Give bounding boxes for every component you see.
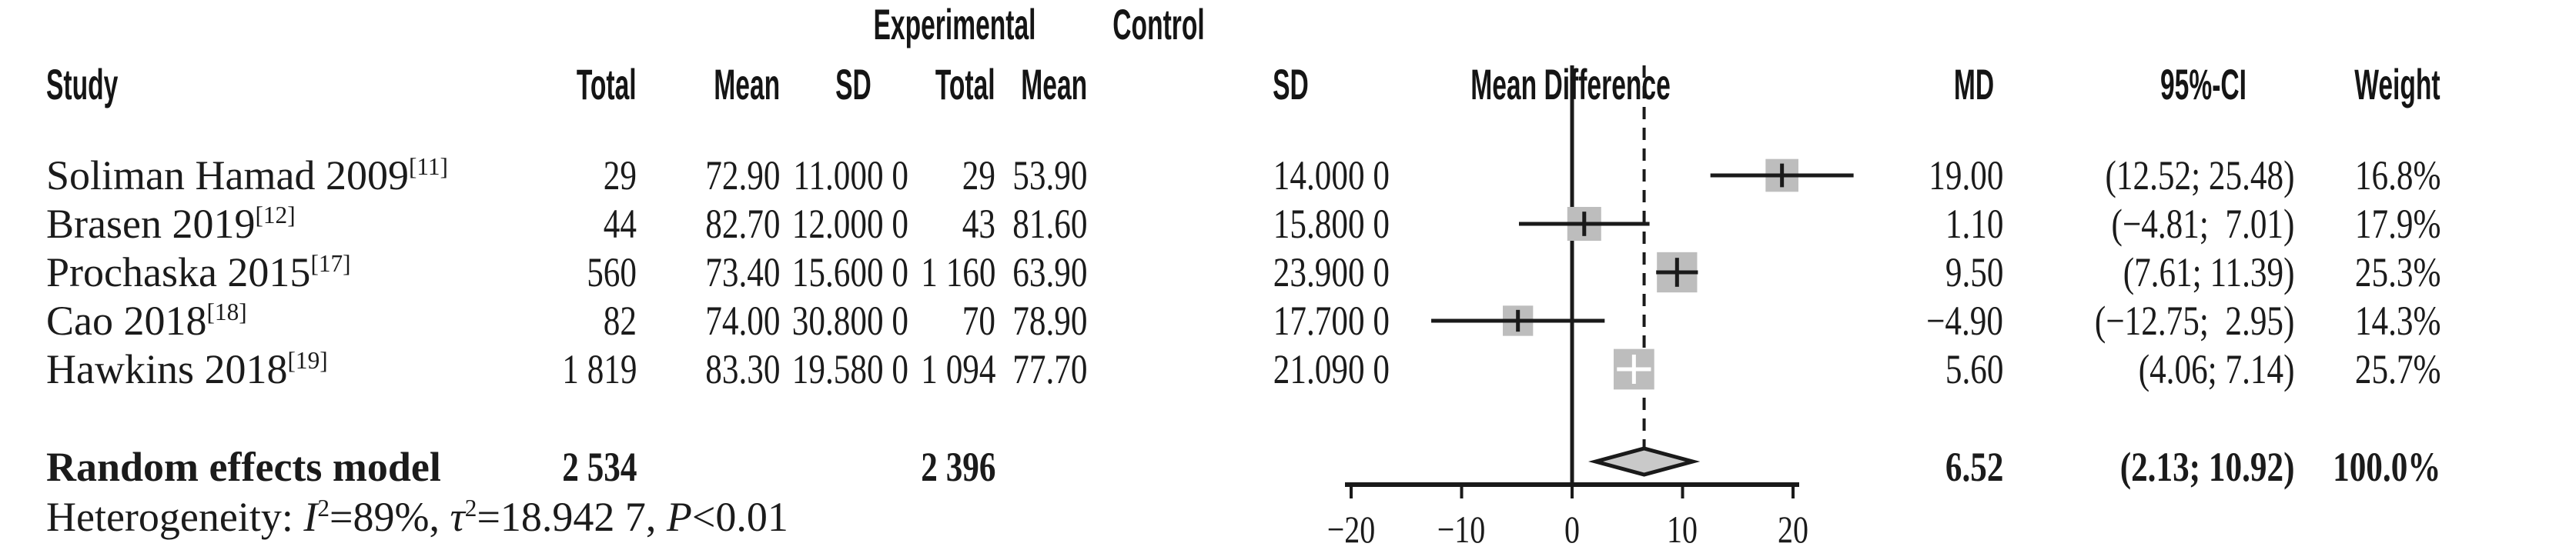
het-tau-sup: 2: [464, 495, 477, 522]
col-header-ctl-sd: SD: [1273, 60, 1309, 108]
exp-total-value: 560: [587, 249, 637, 295]
ctl-mean-value: 78.90: [1012, 298, 1087, 344]
pooled-md: 6.52: [1945, 444, 2003, 490]
ci-value: (−4.81; 7.01): [2111, 201, 2294, 247]
col-header-weight: Weight: [2354, 60, 2441, 108]
study-reference-superscript: [19]: [287, 347, 328, 374]
ctl-total-value: 1 160: [920, 249, 995, 295]
pooled-ctl-total: 2 396: [920, 444, 995, 490]
col-header-md: MD: [1953, 60, 1994, 108]
ctl-sd-value: 15.800 0: [1273, 201, 1390, 247]
study-name: Cao 2018[18]: [46, 298, 247, 344]
exp-mean-value: 73.40: [704, 249, 780, 295]
ctl-total-value: 43: [962, 201, 995, 247]
col-header-ctl-mean: Mean: [1021, 60, 1087, 108]
col-header-mean-difference: Mean Difference: [1470, 60, 1671, 108]
ctl-mean-value: 77.70: [1012, 346, 1087, 392]
ci-value: (7.61; 11.39): [2123, 249, 2294, 295]
ctl-sd-value: 14.000 0: [1273, 152, 1390, 198]
heterogeneity-note: Heterogeneity: I2=89%, τ2=18.942 7, P<0.…: [46, 494, 788, 540]
ci-value: (4.06; 7.14): [2138, 346, 2294, 392]
study-name: Brasen 2019[12]: [46, 201, 296, 247]
exp-mean-value: 72.90: [704, 152, 780, 198]
exp-sd-value: 19.580 0: [791, 346, 908, 392]
col-header-exp-sd: SD: [835, 60, 871, 108]
ctl-total-value: 70: [962, 298, 995, 344]
het-tau-value: =18.942 7,: [477, 494, 667, 540]
study-name: Hawkins 2018[19]: [46, 346, 328, 392]
col-header-exp-total: Total: [577, 60, 637, 108]
axis-tick-label: −20: [1326, 508, 1376, 551]
ctl-sd-value: 17.700 0: [1273, 298, 1390, 344]
exp-mean-value: 74.00: [704, 298, 780, 344]
exp-sd-value: 30.800 0: [791, 298, 908, 344]
weight-value: 25.3%: [2354, 249, 2441, 295]
ctl-mean-value: 53.90: [1012, 152, 1087, 198]
md-value: 1.10: [1945, 201, 2003, 247]
exp-total-value: 29: [603, 152, 637, 198]
group-header-control: Control: [1112, 0, 1205, 48]
study-name-text: Prochaska 2015: [46, 249, 311, 295]
study-name-text: Hawkins 2018: [46, 346, 288, 392]
pooled-weight: 100.0%: [2332, 444, 2441, 490]
md-value: 5.60: [1945, 346, 2003, 392]
het-i-value: =89%,: [330, 494, 450, 540]
het-prefix: Heterogeneity:: [46, 494, 304, 540]
ctl-total-value: 29: [962, 152, 995, 198]
exp-mean-value: 83.30: [704, 346, 780, 392]
het-i-sup: 2: [317, 495, 330, 522]
exp-mean-value: 82.70: [704, 201, 780, 247]
col-header-study: Study: [46, 60, 119, 108]
weight-value: 16.8%: [2354, 152, 2441, 198]
study-reference-superscript: [17]: [310, 250, 351, 277]
axis-tick-label: 10: [1667, 508, 1698, 551]
pooled-diamond: [1587, 446, 1701, 477]
exp-sd-value: 12.000 0: [791, 201, 908, 247]
ctl-mean-value: 81.60: [1012, 201, 1087, 247]
axis-tick-label: 0: [1564, 508, 1580, 551]
het-tau-symbol: τ: [450, 494, 465, 540]
exp-total-value: 1 819: [561, 346, 637, 392]
weight-value: 14.3%: [2354, 298, 2441, 344]
axis-tick-label: 20: [1778, 508, 1808, 551]
het-p-value: <0.01: [691, 494, 788, 540]
het-i-symbol: I: [303, 494, 318, 540]
pooled-label: Random effects model: [46, 444, 441, 490]
group-header-experimental: Experimental: [873, 0, 1036, 48]
study-reference-superscript: [18]: [206, 298, 247, 325]
pooled-exp-total: 2 534: [561, 444, 637, 490]
ci-value: (−12.75; 2.95): [2094, 298, 2294, 344]
study-name-text: Cao 2018: [46, 298, 207, 344]
het-p-symbol: P: [666, 494, 692, 540]
md-value: 9.50: [1945, 249, 2003, 295]
ci-value: (12.52; 25.48): [2105, 152, 2294, 198]
weight-value: 25.7%: [2354, 346, 2441, 392]
exp-total-value: 82: [603, 298, 637, 344]
weight-value: 17.9%: [2354, 201, 2441, 247]
exp-sd-value: 15.600 0: [791, 249, 908, 295]
md-value: −4.90: [1926, 298, 2003, 344]
study-name: Soliman Hamad 2009[11]: [46, 152, 448, 198]
exp-sd-value: 11.000 0: [793, 152, 908, 198]
md-value: 19.00: [1928, 152, 2003, 198]
ctl-sd-value: 23.900 0: [1273, 249, 1390, 295]
col-header-exp-mean: Mean: [714, 60, 780, 108]
axis-tick-label: −10: [1437, 508, 1486, 551]
study-reference-superscript: [11]: [408, 153, 448, 180]
col-header-ctl-total: Total: [935, 60, 995, 108]
exp-total-value: 44: [603, 201, 637, 247]
col-header-ci: 95%-CI: [2159, 60, 2247, 108]
study-name: Prochaska 2015[17]: [46, 249, 351, 295]
pooled-ci: (2.13; 10.92): [2119, 444, 2294, 490]
study-reference-superscript: [12]: [255, 202, 296, 228]
study-name-text: Brasen 2019: [46, 201, 256, 247]
ctl-total-value: 1 094: [920, 346, 995, 392]
study-name-text: Soliman Hamad 2009: [46, 152, 409, 198]
ctl-sd-value: 21.090 0: [1273, 346, 1390, 392]
ctl-mean-value: 63.90: [1012, 249, 1087, 295]
